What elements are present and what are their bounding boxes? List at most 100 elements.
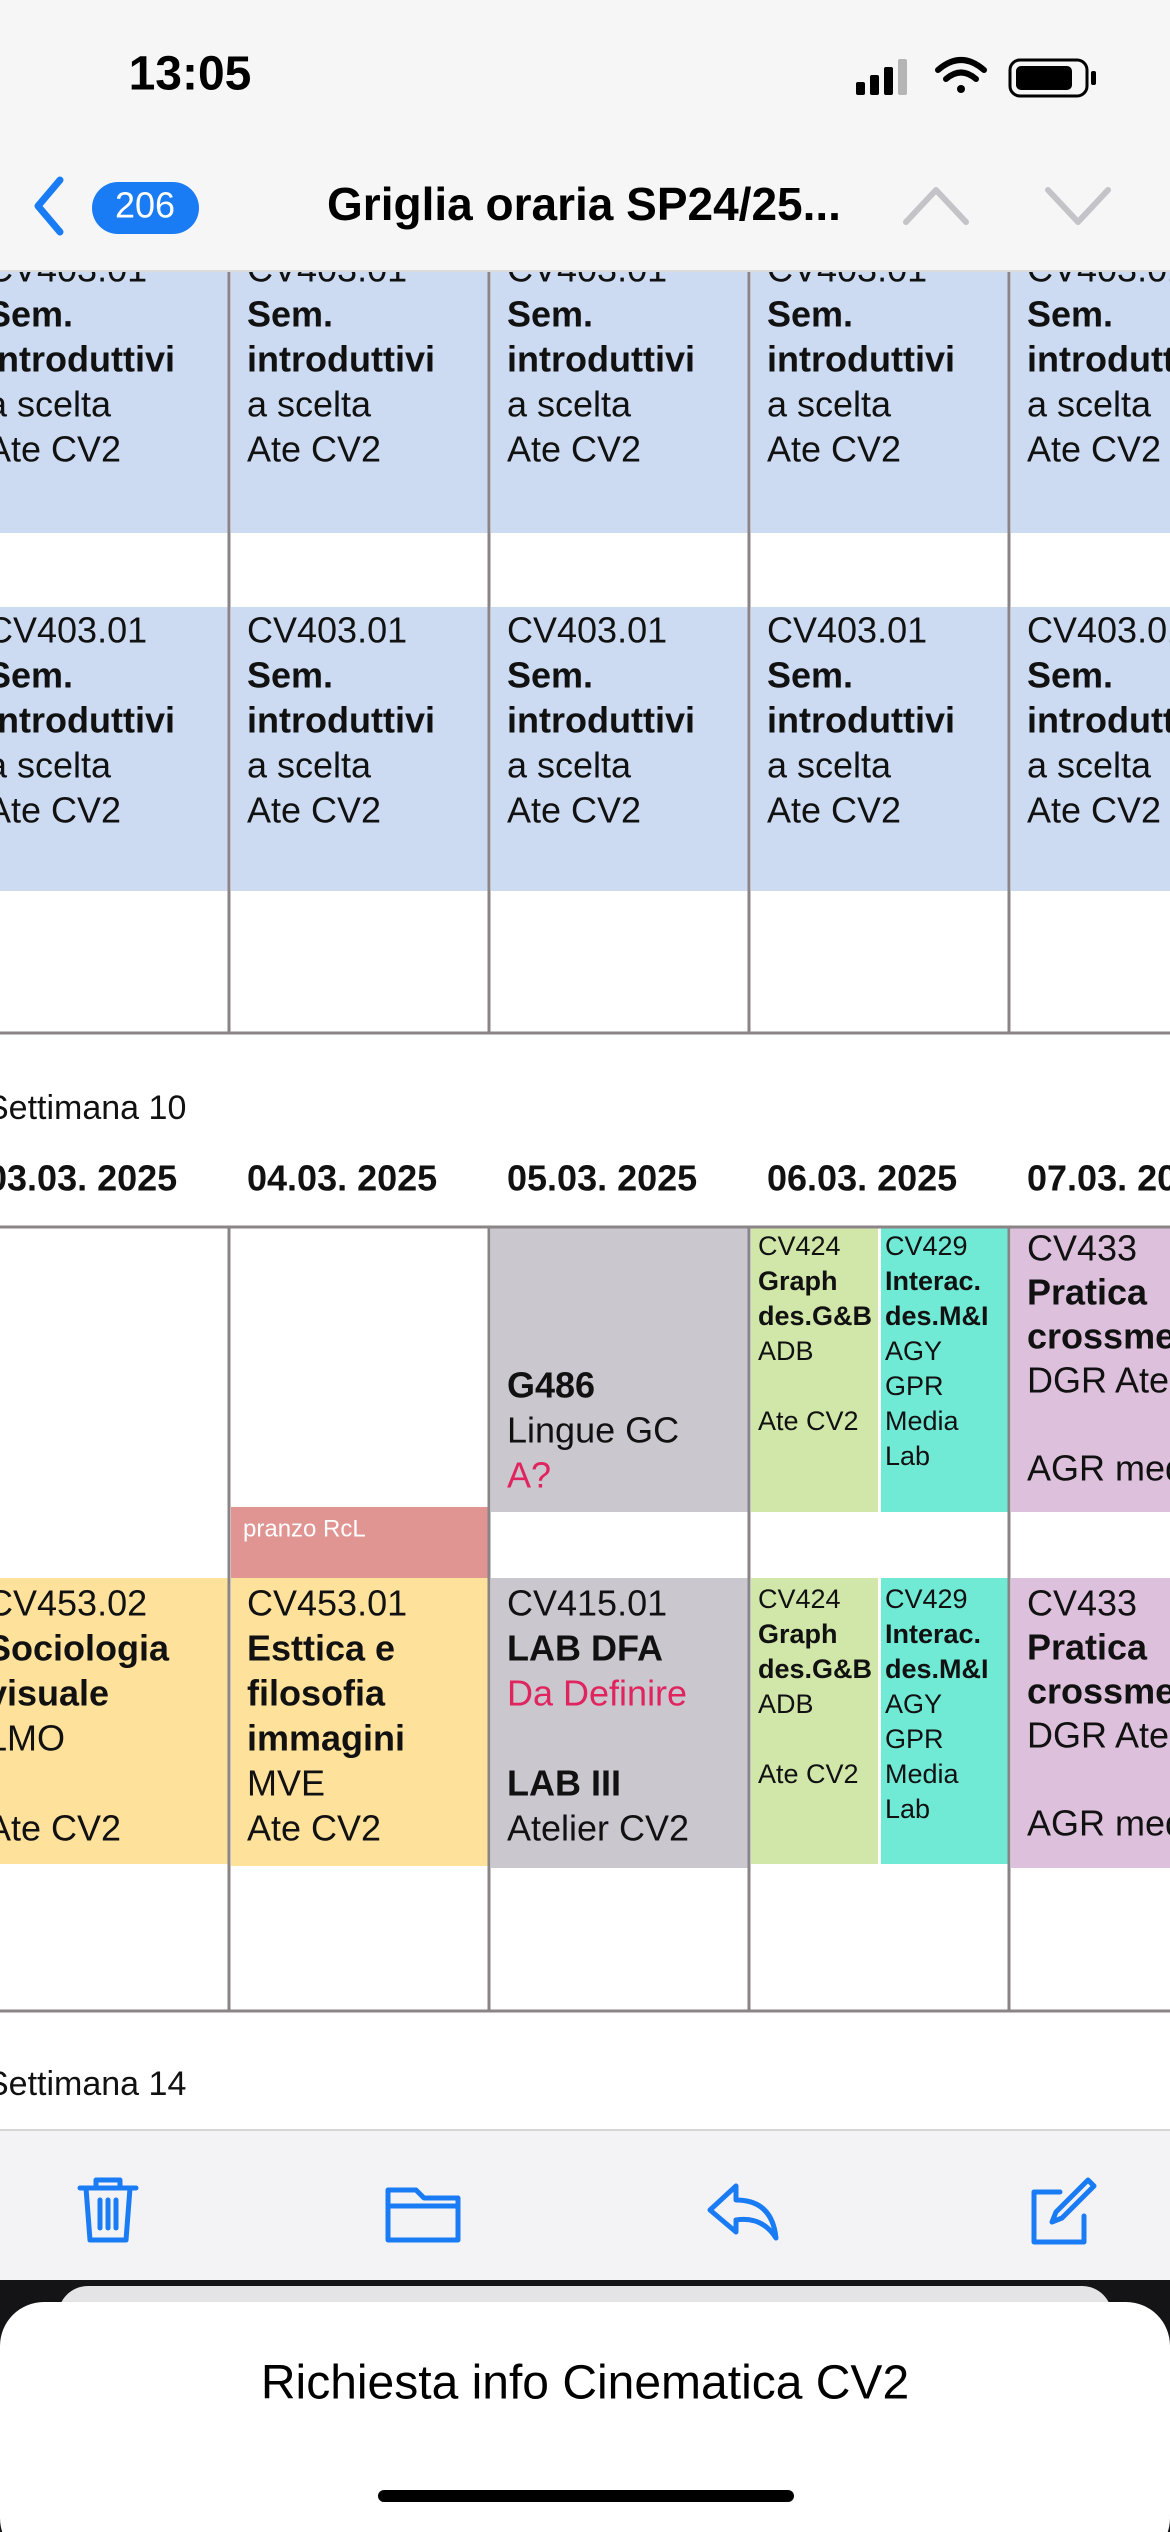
cell-text: CV453.02 — [0, 1583, 147, 1624]
cell-text: a scelta — [507, 745, 632, 786]
cell-text: LAB DFA — [507, 1628, 663, 1669]
cell-text: filosofia — [247, 1673, 386, 1714]
course-cell — [491, 1578, 748, 1868]
previous-message-button[interactable] — [903, 187, 969, 225]
cell-text: a scelta — [0, 384, 112, 425]
cell-text: CV403.01 — [1027, 610, 1170, 651]
cell-text: Lab — [885, 1441, 930, 1471]
course-cell — [231, 607, 488, 891]
cell-text: a scelta — [767, 384, 892, 425]
cell-text: des.M&I — [885, 1654, 989, 1684]
week-label: Settimana 14 — [0, 2065, 186, 2103]
cell-text: Ate CV2 — [0, 429, 121, 470]
cell-text: Ate CV2 — [247, 429, 381, 470]
course-cell — [1011, 1227, 1170, 1512]
nav-title: Griglia oraria SP24/25... — [327, 178, 841, 230]
cell-text: introduttivi — [507, 700, 695, 741]
cell-text: Sem. — [1027, 294, 1113, 335]
cell-text: Sem. — [767, 294, 853, 335]
date-header: 04.03. 2025 — [247, 1158, 437, 1199]
cell-text: Sem. — [507, 655, 593, 696]
cell-text: Pratica — [1027, 1627, 1148, 1668]
cell-text: des.M&I — [885, 1301, 989, 1331]
cell-text: Graph — [758, 1619, 838, 1649]
date-header: 06.03. 2025 — [767, 1158, 957, 1199]
cell-text: Ate CV2 — [1027, 790, 1161, 831]
cell-text: introduttivi — [767, 700, 955, 741]
cell-text: immagini — [247, 1718, 405, 1759]
cell-text: AGY — [885, 1689, 942, 1719]
cell-text: Graph — [758, 1266, 838, 1296]
cell-text: Media — [885, 1406, 960, 1436]
cell-text: Sem. — [1027, 655, 1113, 696]
course-cell — [881, 1227, 1009, 1512]
cell-text: Sociologia — [0, 1628, 170, 1669]
reply-button[interactable] — [707, 2183, 779, 2241]
compose-button[interactable] — [1031, 2177, 1097, 2245]
cell-text: a scelta — [767, 745, 892, 786]
cell-text: introduttivi — [1027, 700, 1170, 741]
trash-button[interactable] — [77, 2177, 139, 2243]
move-folder-button[interactable] — [385, 2187, 461, 2243]
cell-text: AGR media — [1027, 1448, 1170, 1489]
cell-text: CV429 — [885, 1231, 968, 1261]
unread-badge: 206 — [115, 185, 175, 226]
cell-text: G486 — [507, 1365, 595, 1406]
course-cell — [1011, 1578, 1170, 1868]
cell-text: a scelta — [247, 745, 372, 786]
date-header: 03.03. 2025 — [0, 1158, 177, 1199]
cell-text: LAB III — [507, 1763, 621, 1804]
cell-text: pranzo RcL — [243, 1515, 366, 1542]
cell-text: a scelta — [507, 384, 632, 425]
cell-text: ADB — [758, 1336, 814, 1366]
course-cell — [751, 607, 1008, 891]
cell-text: a scelta — [0, 745, 112, 786]
wifi-icon — [935, 57, 987, 93]
cell-text: Ate CV2 — [0, 1808, 121, 1849]
draft-sheet[interactable] — [0, 2302, 1170, 2532]
cell-text: Sem. — [0, 294, 73, 335]
week-label: Settimana 10 — [0, 1089, 186, 1127]
cell-text: CV424 — [758, 1584, 841, 1614]
signal-icon — [856, 59, 907, 95]
header-background — [0, 0, 1170, 271]
cell-text: crossmedia — [1027, 1316, 1170, 1357]
cell-text: Ate CV2 — [0, 790, 121, 831]
cell-text: Sem. — [767, 655, 853, 696]
home-indicator — [378, 2490, 794, 2502]
cell-text: introduttivi — [507, 339, 695, 380]
back-button[interactable]: 206 — [34, 176, 199, 236]
date-header: 07.03. 2025 — [1027, 1158, 1170, 1199]
course-cell — [1011, 607, 1170, 891]
cell-text: MVE — [247, 1763, 325, 1804]
cell-text: Ate CV2 — [507, 790, 641, 831]
cell-text: Lingue GC — [507, 1410, 679, 1451]
cell-text: introduttivi — [0, 700, 175, 741]
cell-text: Interac. — [885, 1619, 981, 1649]
cell-text: Sem. — [0, 655, 73, 696]
toolbar — [0, 2130, 1170, 2280]
course-cell — [881, 1578, 1009, 1864]
cell-text: introduttivi — [1027, 339, 1170, 380]
cell-text: introduttivi — [0, 339, 175, 380]
cell-text: CV415.01 — [507, 1583, 667, 1624]
cell-text: Sem. — [507, 294, 593, 335]
cell-text: GPR — [885, 1371, 944, 1401]
cell-text: introduttivi — [247, 700, 435, 741]
cell-text: CV453.01 — [247, 1583, 407, 1624]
cell-text: CV403.01 — [0, 610, 147, 651]
course-cell — [751, 1578, 878, 1864]
cell-text: CV433 — [1027, 1228, 1137, 1269]
cell-text: des.G&B — [758, 1654, 872, 1684]
cell-text: a scelta — [247, 384, 372, 425]
date-header: 05.03. 2025 — [507, 1158, 697, 1199]
cell-text: Interac. — [885, 1266, 981, 1296]
cell-text: Ate CV2 — [758, 1759, 859, 1789]
cell-text: A? — [507, 1455, 551, 1496]
cell-text: CV403.01 — [767, 610, 927, 651]
next-message-button[interactable] — [1045, 187, 1111, 225]
draft-subject: Richiesta info Cinematica CV2 — [261, 2357, 909, 2410]
